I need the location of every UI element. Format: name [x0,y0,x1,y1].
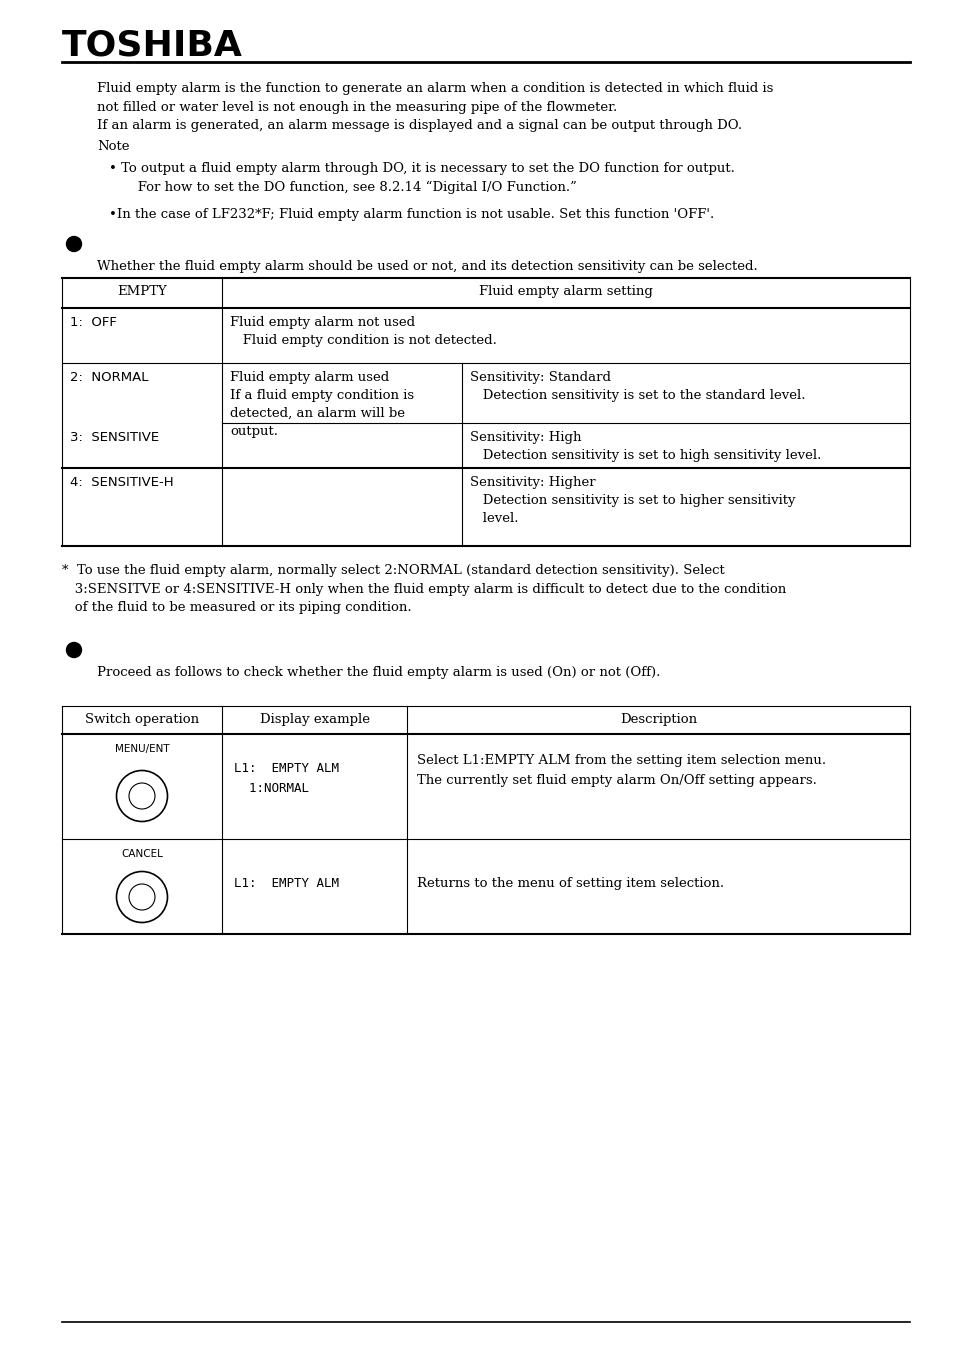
Text: 2:  NORMAL: 2: NORMAL [70,371,149,383]
Text: CANCEL: CANCEL [121,849,163,859]
Text: If a fluid empty condition is: If a fluid empty condition is [230,389,414,402]
Text: L1:  EMPTY ALM: L1: EMPTY ALM [233,761,338,775]
Text: 1:NORMAL: 1:NORMAL [233,782,309,795]
Text: Detection sensitivity is set to higher sensitivity: Detection sensitivity is set to higher s… [470,494,795,508]
Text: 4:  SENSITIVE-H: 4: SENSITIVE-H [70,477,173,489]
Text: TOSHIBA: TOSHIBA [62,28,243,62]
Text: EMPTY: EMPTY [117,285,167,298]
Text: Switch operation: Switch operation [85,713,199,726]
Text: Display example: Display example [259,713,369,726]
Text: detected, an alarm will be: detected, an alarm will be [230,406,405,420]
Text: Fluid empty condition is not detected.: Fluid empty condition is not detected. [230,333,497,347]
Text: of the fluid to be measured or its piping condition.: of the fluid to be measured or its pipin… [62,601,411,614]
Text: *  To use the fluid empty alarm, normally select 2:NORMAL (standard detection se: * To use the fluid empty alarm, normally… [62,564,724,576]
Text: Fluid empty alarm used: Fluid empty alarm used [230,371,389,383]
Text: Detection sensitivity is set to high sensitivity level.: Detection sensitivity is set to high sen… [470,450,821,462]
Text: •In the case of LF232*F; Fluid empty alarm function is not usable. Set this func: •In the case of LF232*F; Fluid empty ala… [109,208,714,221]
Text: Sensitivity: Higher: Sensitivity: Higher [470,477,595,489]
Text: level.: level. [470,512,518,525]
Text: Description: Description [619,713,697,726]
Text: • To output a fluid empty alarm through DO, it is necessary to set the DO functi: • To output a fluid empty alarm through … [109,162,734,176]
Text: MENU/ENT: MENU/ENT [114,744,169,755]
Text: If an alarm is generated, an alarm message is displayed and a signal can be outp: If an alarm is generated, an alarm messa… [97,119,741,132]
Text: L1:  EMPTY ALM: L1: EMPTY ALM [233,878,338,890]
Text: 1:  OFF: 1: OFF [70,316,117,329]
Text: Fluid empty alarm is the function to generate an alarm when a condition is detec: Fluid empty alarm is the function to gen… [97,82,773,94]
Text: not filled or water level is not enough in the measuring pipe of the flowmeter.: not filled or water level is not enough … [97,100,617,113]
Text: Returns to the menu of setting item selection.: Returns to the menu of setting item sele… [416,878,723,890]
Text: Detection sensitivity is set to the standard level.: Detection sensitivity is set to the stan… [470,389,804,402]
Text: 3:  SENSITIVE: 3: SENSITIVE [70,431,159,444]
Text: Whether the fluid empty alarm should be used or not, and its detection sensitivi: Whether the fluid empty alarm should be … [97,261,757,273]
Text: Fluid empty alarm setting: Fluid empty alarm setting [478,285,652,298]
Text: Proceed as follows to check whether the fluid empty alarm is used (On) or not (O: Proceed as follows to check whether the … [97,666,659,679]
Circle shape [67,643,81,657]
Text: Sensitivity: High: Sensitivity: High [470,431,581,444]
Text: For how to set the DO function, see 8.2.14 “Digital I/O Function.”: For how to set the DO function, see 8.2.… [125,181,577,194]
Text: 3:SENSITVE or 4:SENSITIVE-H only when the fluid empty alarm is difficult to dete: 3:SENSITVE or 4:SENSITIVE-H only when th… [62,582,785,595]
Text: Select L1:EMPTY ALM from the setting item selection menu.: Select L1:EMPTY ALM from the setting ite… [416,755,825,767]
Text: output.: output. [230,425,277,437]
Text: Fluid empty alarm not used: Fluid empty alarm not used [230,316,415,329]
Circle shape [67,236,81,251]
Text: The currently set fluid empty alarm On/Off setting appears.: The currently set fluid empty alarm On/O… [416,774,816,787]
Text: Note: Note [97,140,130,153]
Text: Sensitivity: Standard: Sensitivity: Standard [470,371,610,383]
